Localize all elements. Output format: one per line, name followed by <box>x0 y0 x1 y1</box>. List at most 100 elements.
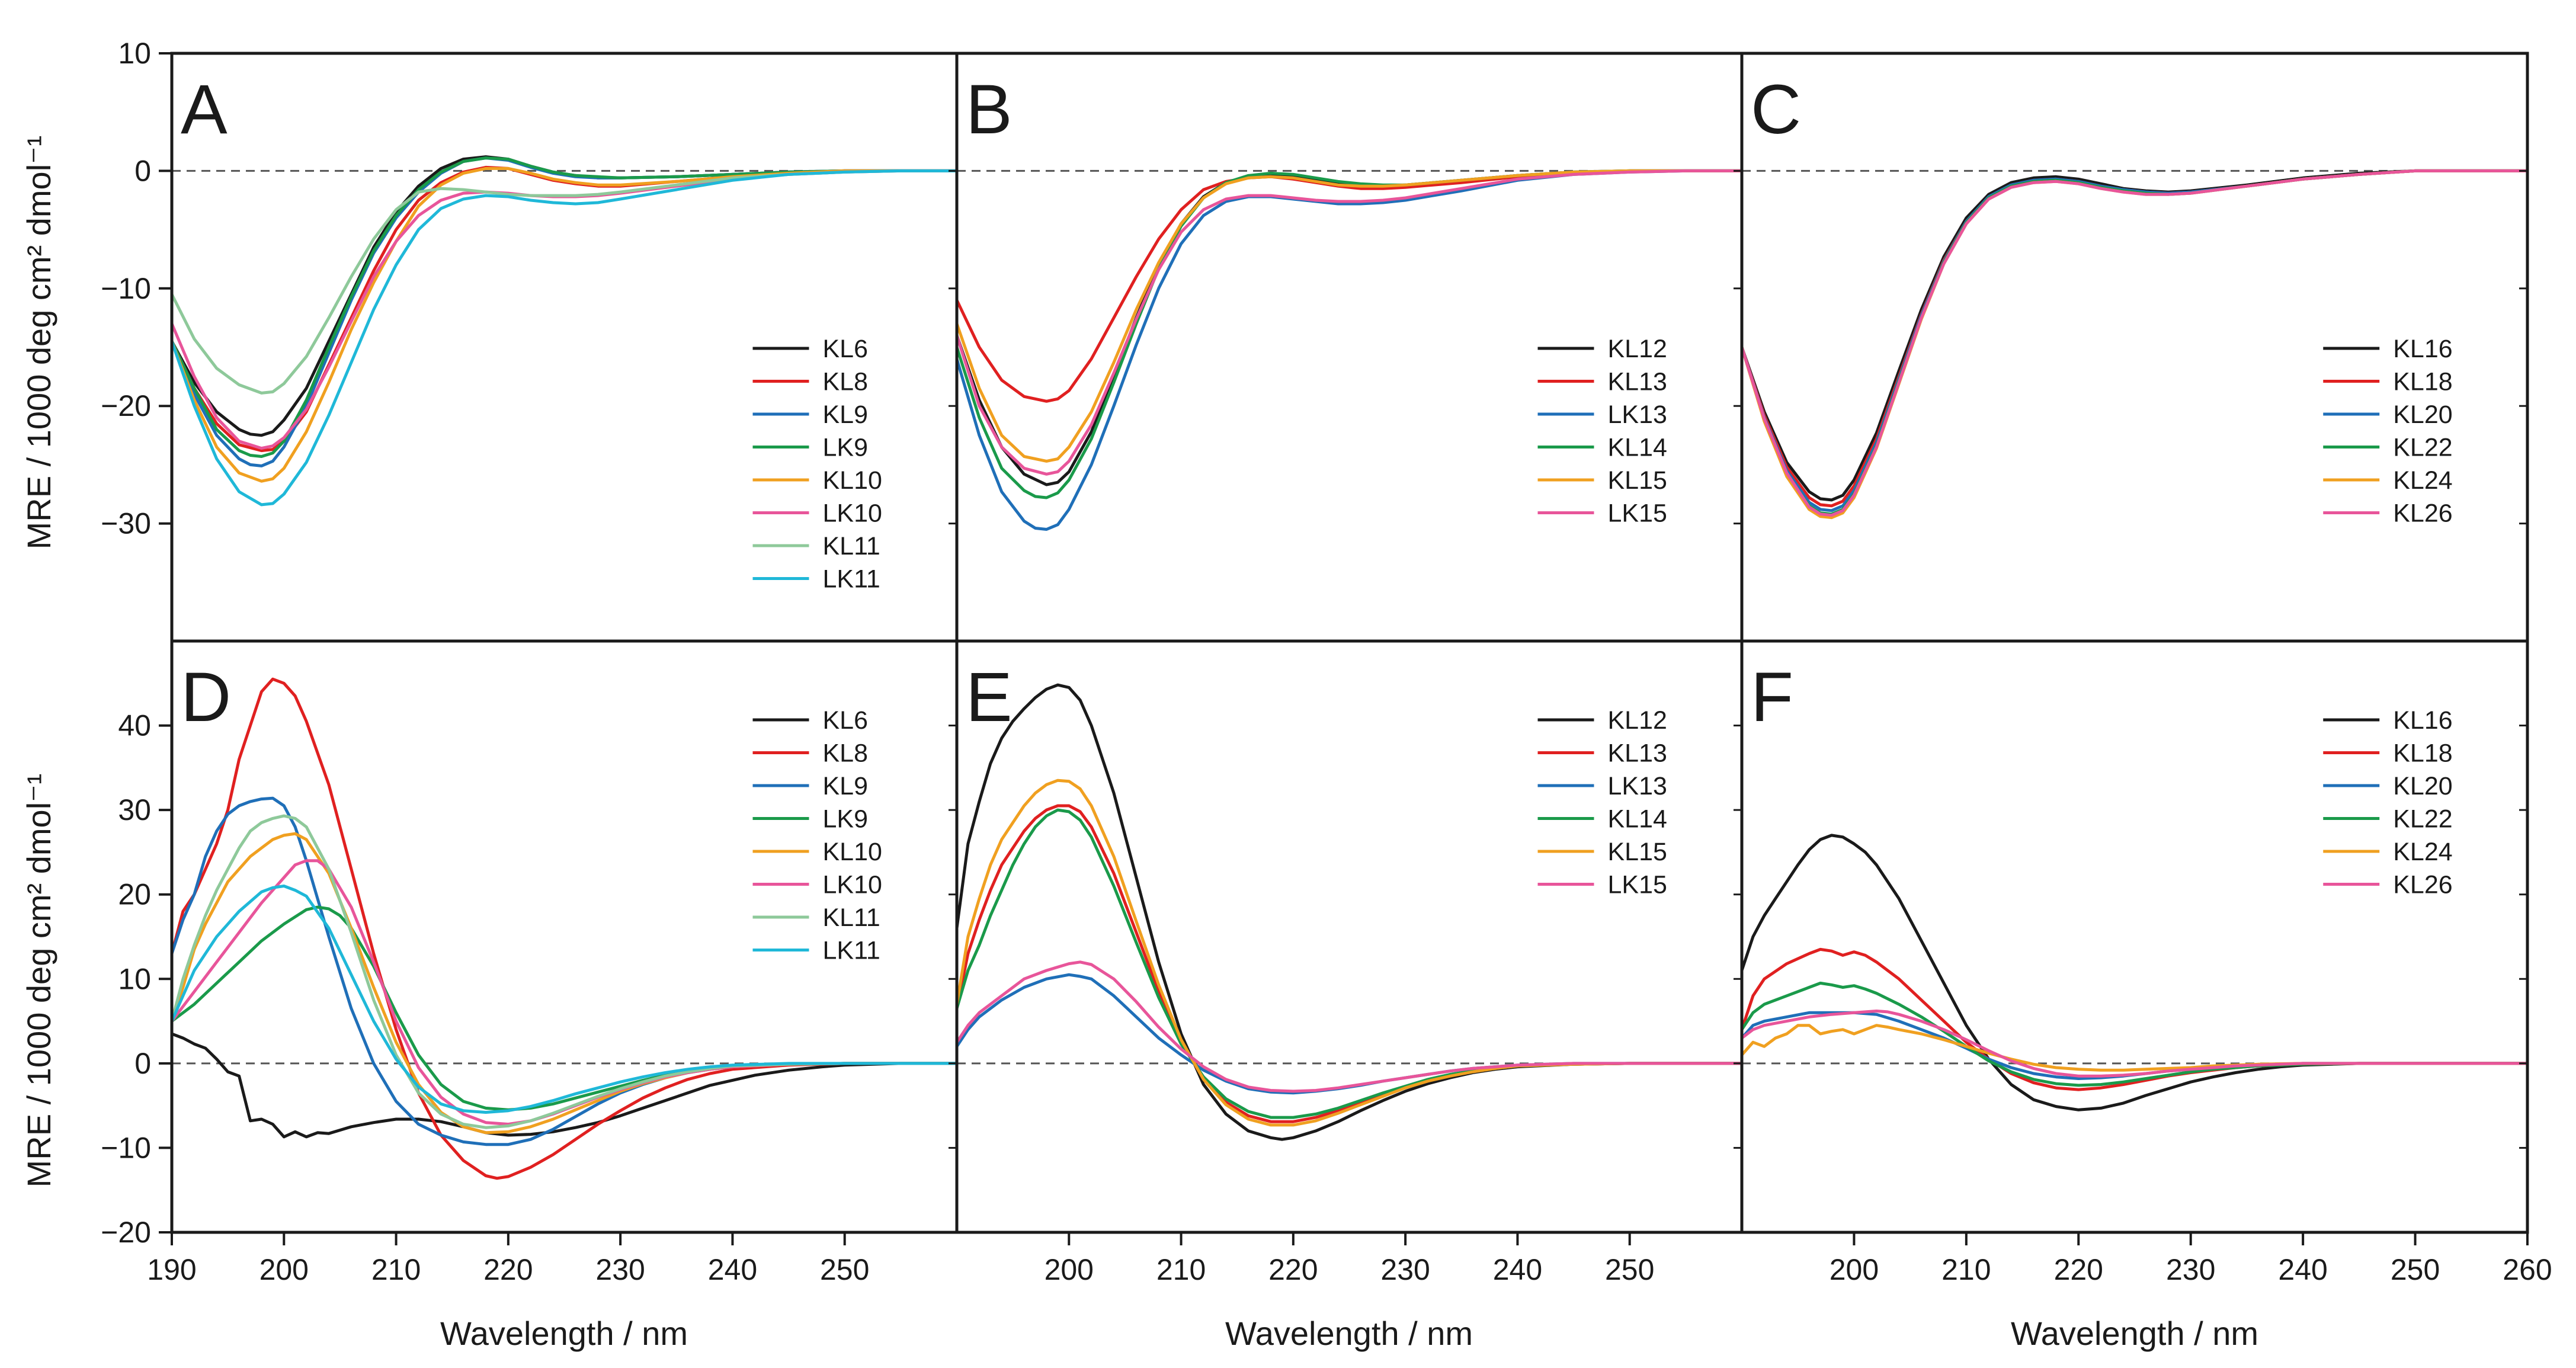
legend-label-f-kl22: KL22 <box>2393 805 2452 834</box>
panels-layer: A 10 0 −10 −20 −30 KL6 KL8 KL9 LK9 KL10 LK10 KL11 LK1… <box>101 37 2552 1286</box>
panel-d: D 40 30 20 10 0 −10 −20 190 200 210 220 230 240 250 KL6… <box>101 639 959 1286</box>
legend-label-c-kl20: KL20 <box>2393 401 2452 429</box>
legend-label-a-kl10: KL10 <box>823 466 882 495</box>
series-line-a-kl11 <box>170 169 959 395</box>
legend-label-b-lk15: LK15 <box>1608 499 1667 528</box>
legend-label-b-kl15: KL15 <box>1608 466 1667 495</box>
legend-label-b-kl14: KL14 <box>1608 434 1667 462</box>
panel-b: B KL12 KL13 LK13 KL14 KL15 LK15 <box>955 52 1744 643</box>
legend-label-a-kl6: KL6 <box>823 335 869 363</box>
panel-letter-d: D <box>181 658 231 736</box>
y-tick-label-d-3: 10 <box>118 962 151 995</box>
legend-label-c-kl22: KL22 <box>2393 434 2452 462</box>
legend-label-b-kl13: KL13 <box>1608 368 1667 396</box>
legend-label-c-kl26: KL26 <box>2393 499 2452 528</box>
y-axis-label-top: MRE / 1000 deg cm² dmol⁻¹ <box>20 136 57 550</box>
legend-label-b-kl12: KL12 <box>1608 335 1667 363</box>
legend-label-f-kl18: KL18 <box>2393 739 2452 768</box>
x-tick-label-d-4: 230 <box>595 1253 645 1286</box>
x-tick-label-d-6: 250 <box>820 1253 869 1286</box>
legend-label-f-kl16: KL16 <box>2393 706 2452 735</box>
series-line-f-kl16 <box>1740 834 2529 1111</box>
series-line-e-kl15 <box>955 778 1744 1127</box>
x-tick-label-d-5: 240 <box>708 1253 757 1286</box>
y-tick-label-d-0: 40 <box>118 709 151 742</box>
legend-label-e-kl14: KL14 <box>1608 805 1667 834</box>
series-line-b-lk13 <box>955 169 1744 531</box>
x-tick-label-d-2: 210 <box>371 1253 421 1286</box>
series-line-a-lk11 <box>170 169 959 507</box>
legend-label-f-kl26: KL26 <box>2393 871 2452 899</box>
y-tick-label-a-3: −20 <box>101 389 151 422</box>
legend-label-a-kl9: KL9 <box>823 401 869 429</box>
legend-label-c-kl24: KL24 <box>2393 466 2452 495</box>
panel-letter-c: C <box>1751 71 1801 149</box>
legend-label-d-lk11: LK11 <box>823 937 880 965</box>
series-line-d-kl6 <box>170 1032 959 1139</box>
y-tick-label-a-2: −10 <box>101 272 151 305</box>
y-tick-label-d-6: −20 <box>101 1216 151 1249</box>
series-line-b-kl15 <box>955 169 1744 463</box>
legend-label-f-kl20: KL20 <box>2393 772 2452 800</box>
legend-label-a-kl11: KL11 <box>823 532 880 560</box>
panel-letter-b: B <box>966 71 1013 149</box>
y-tick-label-a-4: −30 <box>101 507 151 540</box>
series-line-b-lk15 <box>955 169 1744 476</box>
y-tick-label-d-5: −10 <box>101 1131 151 1164</box>
legend-label-a-lk9: LK9 <box>823 434 869 462</box>
legend-label-d-kl8: KL8 <box>823 739 869 768</box>
series-line-a-kl10 <box>170 166 959 483</box>
x-tick-label-e-3: 230 <box>1380 1253 1430 1286</box>
legend-label-b-lk13: LK13 <box>1608 401 1667 429</box>
x-tick-label-e-1: 210 <box>1156 1253 1206 1286</box>
legend-label-d-lk9: LK9 <box>823 805 869 834</box>
legend-label-a-kl8: KL8 <box>823 368 869 396</box>
series-line-c-kl26 <box>1740 169 2529 517</box>
legend-label-c-kl18: KL18 <box>2393 368 2452 396</box>
x-tick-label-d-3: 220 <box>483 1253 533 1286</box>
panel-letter-e: E <box>966 658 1013 736</box>
legend-label-f-kl24: KL24 <box>2393 838 2452 866</box>
x-tick-label-e-4: 240 <box>1493 1253 1542 1286</box>
x-tick-label-e-0: 200 <box>1045 1253 1094 1286</box>
series-line-d-kl11 <box>170 814 959 1129</box>
legend-label-d-kl10: KL10 <box>823 838 882 866</box>
x-tick-label-f-6: 260 <box>2503 1253 2552 1286</box>
x-tick-label-f-4: 240 <box>2278 1253 2327 1286</box>
legend-label-d-kl6: KL6 <box>823 706 869 735</box>
x-tick-label-f-2: 220 <box>2054 1253 2103 1286</box>
y-tick-label-a-1: 0 <box>134 154 151 187</box>
x-tick-label-e-2: 220 <box>1268 1253 1318 1286</box>
series-line-d-lk11 <box>170 885 959 1114</box>
series-line-e-lk15 <box>955 960 1744 1093</box>
x-tick-label-d-0: 190 <box>147 1253 196 1286</box>
legend-label-d-kl11: KL11 <box>823 904 880 932</box>
x-tick-label-e-5: 250 <box>1605 1253 1654 1286</box>
panel-a: A 10 0 −10 −20 −30 KL6 KL8 KL9 LK9 KL10 LK10 KL11 LK1… <box>101 37 959 643</box>
y-tick-label-a-0: 10 <box>118 37 151 70</box>
series-line-d-lk10 <box>170 859 959 1126</box>
x-tick-label-f-5: 250 <box>2391 1253 2440 1286</box>
panel-frame-f <box>1740 639 2529 1234</box>
x-tick-label-f-3: 230 <box>2166 1253 2215 1286</box>
legend-label-e-lk15: LK15 <box>1608 871 1667 899</box>
x-tick-label-d-1: 200 <box>259 1253 309 1286</box>
x-tick-label-f-0: 200 <box>1830 1253 1879 1286</box>
series-line-b-kl13 <box>955 169 1744 403</box>
series-line-a-lk9 <box>170 156 959 458</box>
x-axis-label-right: Wavelength / nm <box>2011 1315 2258 1352</box>
series-line-d-kl8 <box>170 677 959 1180</box>
legend-label-a-lk11: LK11 <box>823 565 880 594</box>
y-axis-label-bottom: MRE / 1000 deg cm² dmol⁻¹ <box>20 774 57 1188</box>
x-axis-label-middle: Wavelength / nm <box>1225 1315 1473 1352</box>
y-tick-label-d-2: 20 <box>118 878 151 911</box>
legend-label-e-kl12: KL12 <box>1608 706 1667 735</box>
panel-e: E 200 210 220 230 240 250 KL12 KL13 LK13 KL14 KL15 L… <box>955 639 1744 1286</box>
series-line-f-kl26 <box>1740 1010 2529 1078</box>
panel-f: F 200 210 220 230 240 250 260 KL16 KL18 KL20 KL22 KL… <box>1740 639 2552 1286</box>
y-tick-label-d-1: 30 <box>118 793 151 826</box>
legend-label-e-kl13: KL13 <box>1608 739 1667 768</box>
legend-label-d-kl9: KL9 <box>823 772 869 800</box>
legend-label-e-lk13: LK13 <box>1608 772 1667 800</box>
